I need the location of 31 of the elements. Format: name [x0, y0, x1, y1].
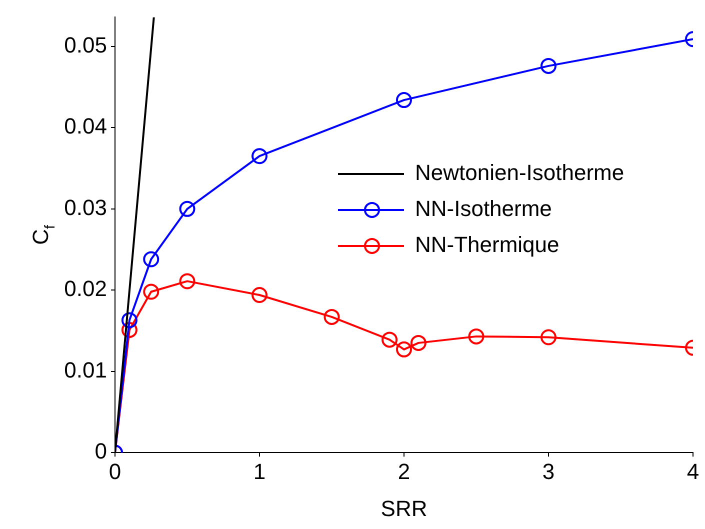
point — [143, 284, 160, 300]
point — [410, 334, 426, 351]
point — [252, 148, 268, 164]
y-axis-title: Cf — [28, 224, 59, 245]
legend-label: Newtonien-Isotherme — [415, 160, 624, 186]
x-tick-label: 4 — [686, 458, 700, 484]
point — [252, 287, 268, 304]
point — [324, 308, 340, 325]
point — [540, 58, 556, 74]
legend-label: NN-Thermique — [415, 232, 560, 258]
point — [382, 332, 398, 348]
point — [143, 251, 160, 268]
point — [121, 312, 138, 328]
y-tick-label: 0.02 — [64, 276, 107, 302]
point — [540, 329, 556, 346]
point — [179, 200, 196, 217]
y-tick-label: 0.03 — [64, 194, 107, 220]
x-tick-label: 3 — [542, 458, 555, 484]
x-axis-title: SRR — [380, 496, 428, 521]
x-tick-label: 1 — [253, 458, 266, 484]
point — [179, 273, 196, 290]
x-tick-label: 2 — [398, 458, 410, 484]
point — [396, 341, 412, 358]
y-tick-label: 0.01 — [64, 357, 107, 382]
legend-label: NN-Isotherme — [415, 196, 552, 222]
point — [396, 92, 412, 108]
y-tick-label: 0.04 — [64, 114, 107, 139]
point — [468, 328, 484, 344]
y-tick-label: 0 — [94, 438, 107, 464]
point — [121, 322, 138, 338]
y-tick-label: 0.05 — [64, 32, 107, 58]
